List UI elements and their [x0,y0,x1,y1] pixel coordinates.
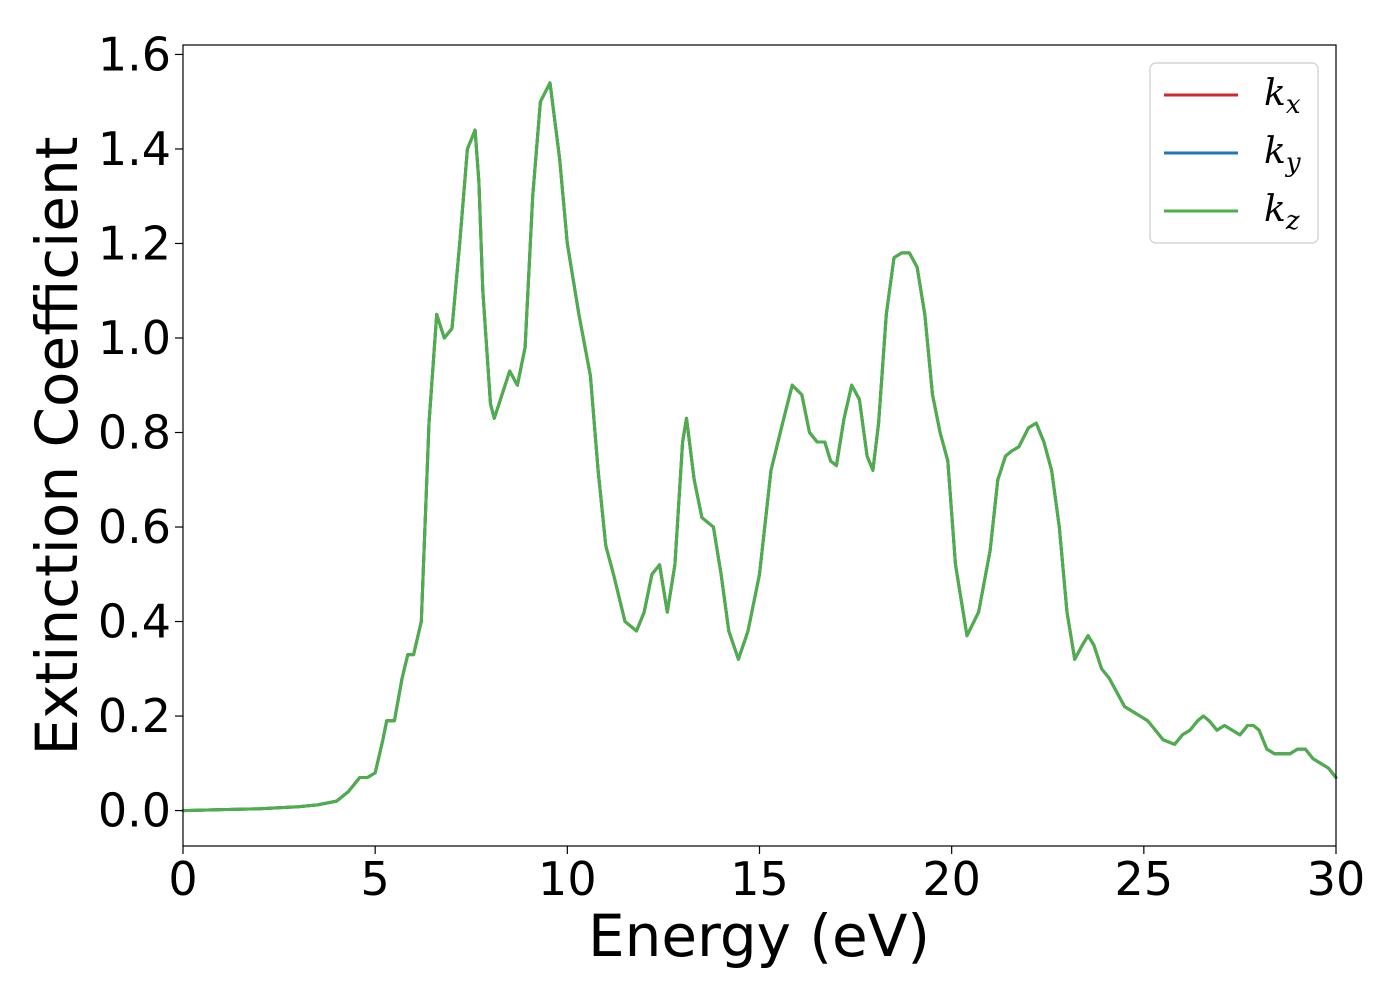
y-tick-label: 1.6 [98,27,171,81]
x-tick-label: 10 [538,852,597,906]
y-tick-label: 1.4 [98,122,171,176]
y-axis: 0.0 0.2 0.4 0.6 0.8 1.0 1.2 1.4 1.6 [98,27,183,838]
x-tick-label: 30 [1307,852,1366,906]
legend-label-kx: kx [1264,73,1301,120]
y-tick-label: 0.6 [98,500,171,554]
x-tick-label: 25 [1115,852,1174,906]
x-tick-label: 15 [730,852,789,906]
y-axis-title: Extinction Coefficient [23,137,91,756]
series-line-kz [181,81,1338,813]
y-tick-label: 1.0 [98,311,171,365]
y-tick-label: 1.2 [98,216,171,270]
x-tick-label: 5 [361,852,390,906]
legend-label-ky: ky [1264,131,1301,178]
series-layer [181,81,1338,813]
legend: kx ky kz [1149,62,1319,244]
x-axis: 0 5 10 15 20 25 30 [168,846,1365,906]
y-tick-label: 0.4 [98,595,171,649]
x-tick-label: 20 [922,852,981,906]
y-tick-label: 0.2 [98,689,171,743]
x-axis-title: Energy (eV) [588,902,930,970]
x-tick-label: 0 [168,852,197,906]
y-tick-label: 0.0 [98,784,171,838]
y-tick-label: 0.8 [98,406,171,460]
legend-label-kz: kz [1264,189,1300,236]
